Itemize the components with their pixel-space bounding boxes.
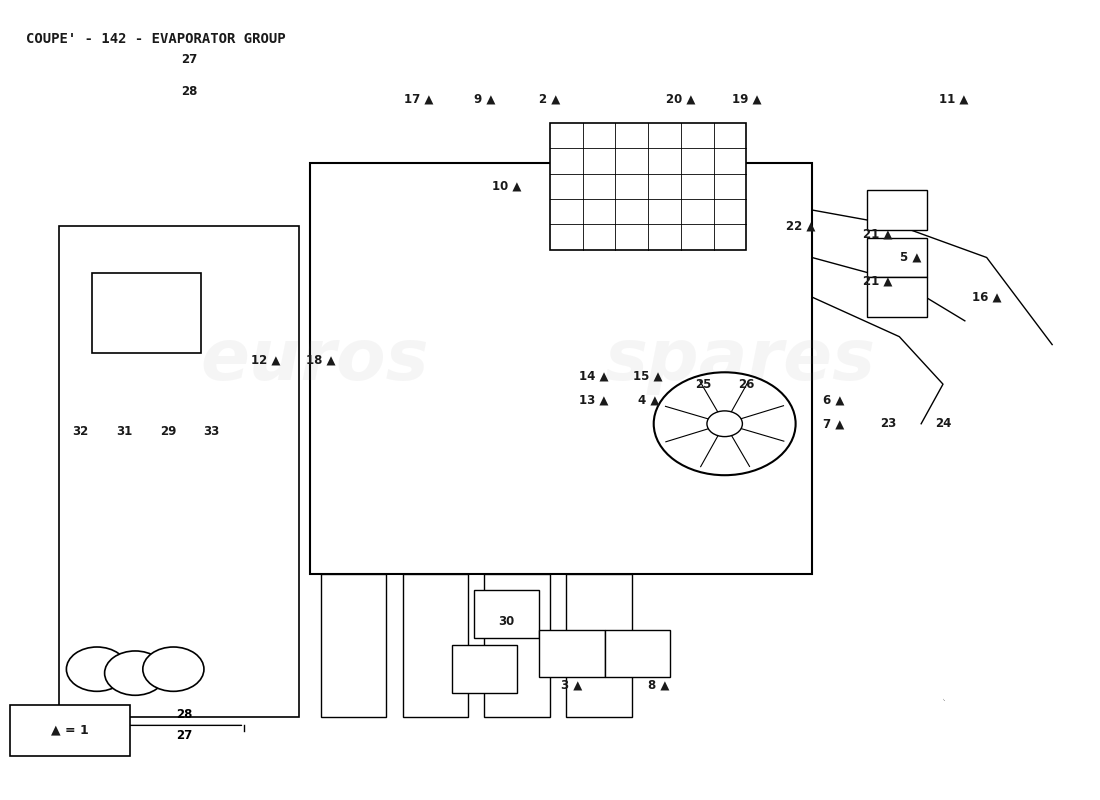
Text: 23: 23	[880, 418, 896, 430]
Text: 22 ▲: 22 ▲	[786, 219, 816, 232]
FancyBboxPatch shape	[310, 162, 812, 574]
FancyBboxPatch shape	[10, 705, 130, 756]
Text: 30: 30	[498, 615, 515, 628]
Text: 9 ▲: 9 ▲	[474, 93, 495, 106]
Bar	[403, 574, 469, 717]
Text: 4 ▲: 4 ▲	[638, 394, 659, 406]
Bar	[474, 590, 539, 638]
Text: 26: 26	[738, 378, 755, 390]
Text: 12 ▲: 12 ▲	[252, 354, 280, 367]
Text: 2 ▲: 2 ▲	[539, 93, 561, 106]
Text: 15 ▲: 15 ▲	[634, 370, 663, 382]
Text: spares: spares	[605, 326, 876, 395]
Text: 6 ▲: 6 ▲	[823, 394, 845, 406]
Text: 7 ▲: 7 ▲	[823, 418, 845, 430]
Circle shape	[653, 372, 795, 475]
Text: 29: 29	[160, 425, 176, 438]
Text: 32: 32	[73, 425, 89, 438]
Text: 14 ▲: 14 ▲	[579, 370, 608, 382]
Bar	[566, 574, 631, 717]
FancyArrowPatch shape	[943, 623, 1060, 704]
Text: 10 ▲: 10 ▲	[492, 180, 521, 193]
Circle shape	[707, 411, 743, 437]
Text: 19 ▲: 19 ▲	[732, 93, 761, 106]
Bar	[605, 630, 670, 677]
Text: 33: 33	[204, 425, 220, 438]
Text: 21 ▲: 21 ▲	[862, 274, 892, 288]
Bar	[867, 278, 926, 317]
Text: 27: 27	[182, 53, 198, 66]
Bar	[91, 274, 200, 353]
Circle shape	[66, 647, 128, 691]
Bar	[321, 574, 386, 717]
Text: 31: 31	[117, 425, 132, 438]
Bar	[867, 190, 926, 230]
Circle shape	[104, 651, 166, 695]
Text: 20 ▲: 20 ▲	[667, 93, 695, 106]
Text: 11 ▲: 11 ▲	[939, 93, 969, 106]
Text: ▲ = 1: ▲ = 1	[51, 724, 88, 737]
Bar	[867, 238, 926, 278]
Text: 16 ▲: 16 ▲	[972, 290, 1001, 303]
Text: COUPE' - 142 - EVAPORATOR GROUP: COUPE' - 142 - EVAPORATOR GROUP	[26, 32, 286, 46]
Bar	[484, 574, 550, 717]
Text: 28: 28	[176, 708, 192, 721]
Text: 17 ▲: 17 ▲	[405, 93, 433, 106]
Bar	[550, 123, 747, 250]
Text: 13 ▲: 13 ▲	[579, 394, 608, 406]
Text: 25: 25	[694, 378, 711, 390]
Text: 21 ▲: 21 ▲	[862, 227, 892, 240]
Bar	[58, 226, 299, 717]
Text: 8 ▲: 8 ▲	[649, 678, 670, 691]
Text: 18 ▲: 18 ▲	[306, 354, 336, 367]
Text: 3 ▲: 3 ▲	[561, 678, 583, 691]
Bar	[452, 646, 517, 693]
Text: 28: 28	[182, 85, 198, 98]
Text: 5 ▲: 5 ▲	[900, 251, 921, 264]
Bar	[539, 630, 605, 677]
Circle shape	[143, 647, 204, 691]
Text: euros: euros	[200, 326, 429, 395]
Text: 24: 24	[935, 418, 952, 430]
Text: 27: 27	[176, 729, 192, 742]
